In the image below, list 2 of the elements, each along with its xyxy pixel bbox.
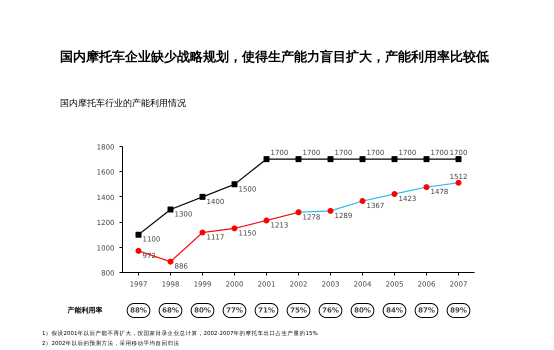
chart-title: 国内摩托车企业缺少战略规划，使得生产能力盲目扩大，产能利用率比较低 xyxy=(60,50,489,66)
chart-subtitle: 国内摩托车行业的产能利用情况 xyxy=(60,99,186,110)
